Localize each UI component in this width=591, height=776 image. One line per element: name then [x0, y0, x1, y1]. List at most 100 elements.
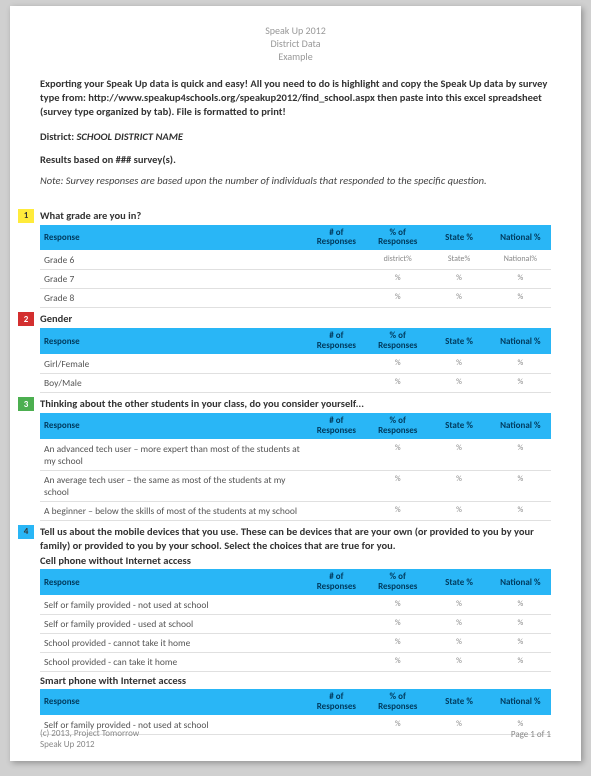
table-row: Self or family provided - used at school… [40, 614, 551, 633]
cell-num [306, 652, 367, 671]
table-header-row: Response # of Responses % of Responses S… [40, 225, 551, 251]
col-response: Response [40, 328, 306, 354]
cell-district-pct: % [367, 439, 428, 470]
cell-num [306, 633, 367, 652]
question-title: Gender [40, 312, 551, 326]
cell-district-pct: % [367, 270, 428, 289]
cell-district-pct: district% [367, 251, 428, 270]
cell-national-pct: % [490, 355, 551, 374]
col-num-responses: # of Responses [306, 413, 367, 439]
col-pct-responses: % of Responses [367, 413, 428, 439]
cell-num [306, 439, 367, 470]
question-number-badge: 1 [18, 209, 34, 223]
cell-state-pct: % [428, 289, 489, 308]
intro-paragraph: Exporting your Speak Up data is quick an… [40, 77, 551, 120]
col-national-pct: National % [490, 225, 551, 251]
col-pct-responses: % of Responses [367, 569, 428, 595]
col-num-responses: # of Responses [306, 689, 367, 715]
response-label: A beginner – below the skills of most of… [40, 501, 306, 520]
question-block: 3 Thinking about the other students in y… [40, 397, 551, 521]
cell-state-pct: % [428, 614, 489, 633]
table-row: An average tech user – the same as most … [40, 470, 551, 501]
table-row: Self or family provided - not used at sc… [40, 595, 551, 614]
table-header-row: Response # of Responses % of Responses S… [40, 328, 551, 354]
col-state-pct: State % [428, 569, 489, 595]
cell-national-pct: % [490, 595, 551, 614]
cell-national-pct: National% [490, 251, 551, 270]
question-title: Thinking about the other students in you… [40, 397, 551, 411]
cell-state-pct: % [428, 633, 489, 652]
district-label: District: [40, 130, 74, 143]
cell-national-pct: % [490, 470, 551, 501]
question-title: What grade are you in? [40, 209, 551, 223]
cell-state-pct: % [428, 501, 489, 520]
table-row: Boy/Male % % % [40, 374, 551, 393]
cell-district-pct: % [367, 652, 428, 671]
document-header: Speak Up 2012 District Data Example [40, 24, 551, 63]
col-response: Response [40, 689, 306, 715]
cell-num [306, 614, 367, 633]
header-line-3: Example [40, 50, 551, 63]
question-block: 4 Tell us about the mobile devices that … [40, 525, 551, 735]
cell-num [306, 595, 367, 614]
results-line: Results based on ### survey(s). [40, 153, 551, 166]
cell-num [306, 355, 367, 374]
table-header-row: Response # of Responses % of Responses S… [40, 413, 551, 439]
col-num-responses: # of Responses [306, 569, 367, 595]
response-table: Response # of Responses % of Responses S… [40, 328, 551, 393]
col-state-pct: State % [428, 225, 489, 251]
table-header-row: Response # of Responses % of Responses S… [40, 569, 551, 595]
col-num-responses: # of Responses [306, 225, 367, 251]
footer-project: Speak Up 2012 [40, 740, 139, 751]
cell-state-pct: % [428, 374, 489, 393]
footer-left: (c) 2013, Project Tomorrow Speak Up 2012 [40, 729, 139, 751]
cell-num [306, 289, 367, 308]
col-pct-responses: % of Responses [367, 689, 428, 715]
response-label: Girl/Female [40, 355, 306, 374]
col-national-pct: National % [490, 689, 551, 715]
response-table: Response # of Responses % of Responses S… [40, 413, 551, 521]
table-row: An advanced tech user – more expert than… [40, 439, 551, 470]
response-table: Response # of Responses % of Responses S… [40, 225, 551, 309]
cell-national-pct: % [490, 614, 551, 633]
cell-national-pct: % [490, 289, 551, 308]
cell-district-pct: % [367, 374, 428, 393]
response-label: Self or family provided - not used at sc… [40, 595, 306, 614]
header-line-1: Speak Up 2012 [40, 24, 551, 37]
cell-district-pct: % [367, 614, 428, 633]
cell-num [306, 270, 367, 289]
cell-national-pct: % [490, 374, 551, 393]
response-label: Boy/Male [40, 374, 306, 393]
question-title-row: 4 Tell us about the mobile devices that … [40, 525, 551, 552]
col-state-pct: State % [428, 413, 489, 439]
table-row: School provided - can take it home % % % [40, 652, 551, 671]
response-label: Grade 7 [40, 270, 306, 289]
district-line: District: SCHOOL DISTRICT NAME [40, 130, 551, 143]
response-label: School provided - can take it home [40, 652, 306, 671]
col-national-pct: National % [490, 569, 551, 595]
question-number-badge: 3 [18, 397, 34, 411]
col-response: Response [40, 569, 306, 595]
cell-district-pct: % [367, 595, 428, 614]
question-title: Tell us about the mobile devices that yo… [40, 525, 551, 552]
cell-num [306, 470, 367, 501]
response-label: School provided - cannot take it home [40, 633, 306, 652]
question-number-badge: 4 [18, 525, 34, 539]
col-state-pct: State % [428, 689, 489, 715]
cell-num [306, 374, 367, 393]
col-national-pct: National % [490, 413, 551, 439]
response-label: Self or family provided - used at school [40, 614, 306, 633]
question-block: 2 Gender Response # of Responses % of Re… [40, 312, 551, 393]
cell-national-pct: % [490, 439, 551, 470]
cell-state-pct: % [428, 595, 489, 614]
subsection-title: Cell phone without Internet access [40, 554, 551, 567]
cell-district-pct: % [367, 355, 428, 374]
col-state-pct: State % [428, 328, 489, 354]
question-number-badge: 2 [18, 312, 34, 326]
cell-district-pct: % [367, 633, 428, 652]
cell-state-pct: % [428, 470, 489, 501]
document-page: Speak Up 2012 District Data Example Expo… [10, 6, 581, 761]
table-row: A beginner – below the skills of most of… [40, 501, 551, 520]
cell-state-pct: % [428, 439, 489, 470]
cell-national-pct: % [490, 633, 551, 652]
